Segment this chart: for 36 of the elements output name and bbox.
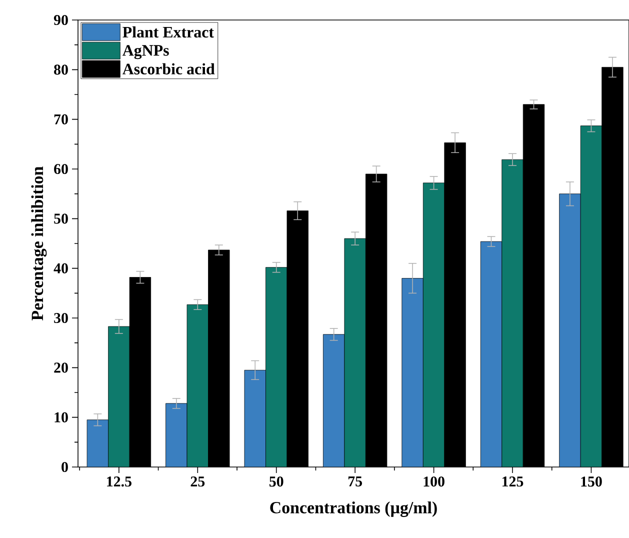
y-tick-label: 50 [54,214,68,224]
bar [502,160,524,467]
x-tick-label: 12.5 [107,476,132,487]
bar [480,242,502,467]
x-tick-label: 125 [502,476,524,487]
bar [244,370,266,467]
bar [166,403,188,467]
y-tick-label: 0 [62,462,68,472]
bar [344,238,366,467]
x-tick-label: 150 [581,476,602,487]
y-tick-label: 80 [54,64,68,75]
legend-label: Plant Extract [122,26,214,38]
y-tick-label: 70 [54,114,68,124]
x-tick-label: 75 [348,476,362,486]
bar [323,334,344,467]
x-axis-title: Concentrations (µg/ml) [270,501,437,517]
legend-label: Ascorbic acid [122,63,215,74]
y-tick-label: 20 [54,362,68,373]
y-tick-label: 30 [54,312,68,324]
bar [423,182,444,467]
legend-label: AgNPs [122,45,169,60]
y-tick-label: 90 [54,14,68,26]
x-tick-label: 50 [269,476,284,487]
y-tick-label: 40 [54,263,68,274]
y-tick-label: 10 [54,412,68,422]
bar [559,194,581,467]
y-axis-title: Percentage inhibition [31,166,47,320]
bar [87,420,108,467]
x-tick-label: 25 [190,476,205,487]
bar [402,278,424,467]
x-tick-label: 100 [424,476,444,487]
y-tick-label: 60 [54,164,68,174]
bar [187,304,208,467]
bar [108,326,130,467]
bar [580,126,602,467]
bar [266,267,287,467]
